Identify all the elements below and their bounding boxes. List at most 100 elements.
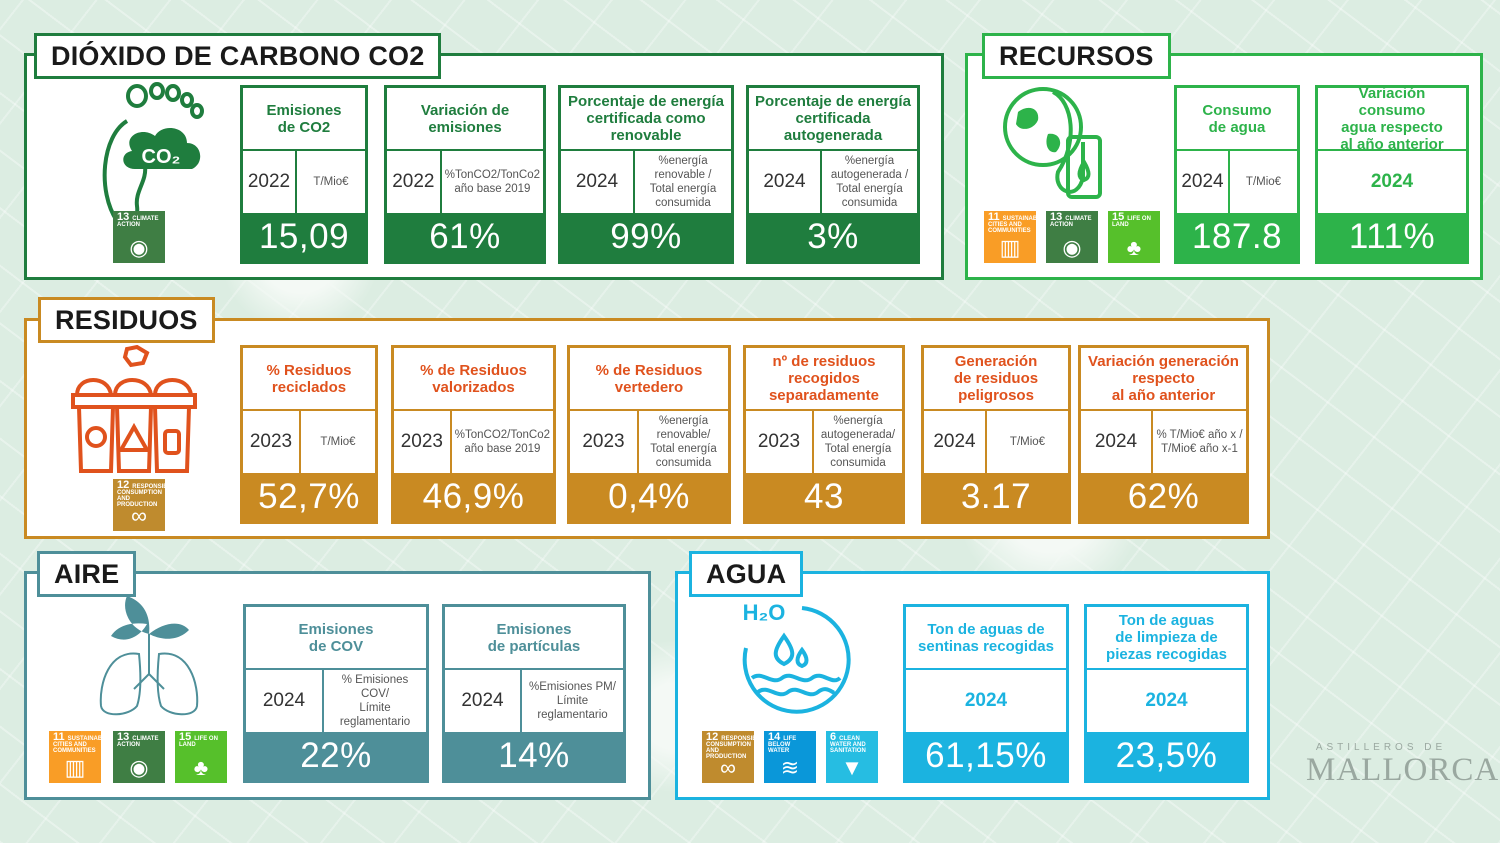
eye-icon: ◉ [1062, 235, 1082, 260]
kpi-title: Porcentaje de energía certificada autoge… [755, 93, 911, 144]
sdg-12-badge: 12 RESPONSIBLE CONSUMPTION AND PRODUCTION… [113, 479, 175, 531]
kpi-year: 2023 [570, 411, 639, 473]
residuos-kpi-card: % Residuos reciclados 2023 T/Mio€ 52,7% [240, 345, 378, 524]
eye-icon: ◉ [129, 755, 149, 780]
kpi-title: % Residuos reciclados [266, 361, 352, 396]
kpi-unit: T/Mio€ [320, 436, 356, 448]
kpi-title: Variación de emisiones [420, 101, 510, 136]
kpi-value: 3.17 [924, 473, 1068, 521]
aire-kpi-card: Emisiones de partículas 2024 %Emisiones PM… [442, 604, 626, 783]
kpi-year: 2024 [749, 151, 822, 213]
kpi-value: 43 [746, 473, 902, 521]
recursos-title: RECURSOS [982, 33, 1171, 79]
recursos-kpi-card: Consumo de agua 2024 T/Mio€ 187.8 [1174, 85, 1300, 264]
kpi-title: Emisiones de COV [298, 620, 374, 655]
kpi-year: 2023 [243, 411, 301, 473]
kpi-title: Ton de aguas de limpieza de piezas recog… [1106, 612, 1227, 663]
kpi-year: 2023 [746, 411, 814, 473]
kpi-unit: %energía autogenerada/ Total energía con… [820, 415, 896, 469]
kpi-year: 2024 [1177, 151, 1230, 213]
kpi-title: nº de residuos recogidos separadamente [768, 353, 880, 404]
kpi-unit: %energía renovable/ Total energía consum… [650, 415, 717, 469]
kpi-year: 2024 [924, 411, 987, 473]
kpi-value: 99% [561, 213, 731, 261]
recycling-bins-icon [71, 345, 197, 473]
agua-kpi-card: Ton de aguas de limpieza de piezas recog… [1084, 604, 1249, 783]
residuos-kpi-card: % de Residuos vertedero 2023 %energía reno… [567, 345, 731, 524]
kpi-unit: %TonCO2/TonCo2 año base 2019 [454, 429, 550, 455]
kpi-unit: % T/Mio€ año x / T/Mio€ año x-1 [1156, 429, 1243, 455]
kpi-title: Consumo de agua [1202, 101, 1272, 136]
sdg-13-badge: 13 CLIMATE ACTION ◉ [113, 211, 165, 263]
kpi-unit: %TonCO2/TonCo2 año base 2019 [444, 169, 540, 195]
city-icon: ▥ [64, 755, 86, 780]
kpi-value: 46,9% [394, 473, 553, 521]
sdg-11-badge: 11 SUSTAINABLE CITIES AND COMMUNITIES ▥ [49, 731, 110, 783]
city-icon: ▥ [999, 235, 1021, 260]
kpi-title: Variación consumo agua respecto al año a… [1340, 84, 1444, 153]
recursos-kpi-card: Variación consumo agua respecto al año a… [1315, 85, 1469, 264]
kpi-value: 61,15% [906, 732, 1066, 780]
footprint-co2-icon: CO₂ [102, 82, 204, 227]
kpi-title: Variación generación respecto al año ant… [1088, 353, 1239, 404]
sdg-13-badge: 13 CLIMATE ACTION ◉ [1046, 211, 1098, 263]
kpi-year: 2024 [246, 670, 324, 732]
sdg-6-badge: 6 CLEAN WATER AND SANITATION ▼ [826, 731, 878, 783]
kpi-unit: %energía autogenerada / Total energía co… [830, 155, 909, 209]
co2-kpi-card: Porcentaje de energía certificada como r… [558, 85, 734, 264]
kpi-unit: T/Mio€ [1009, 436, 1046, 448]
kpi-unit: T/Mio€ [1245, 176, 1282, 188]
company-logo: ASTILLEROS DE MALLORCA [1306, 742, 1500, 788]
kpi-unit: % Emisiones COV/ Límite reglamentario [339, 674, 411, 728]
kpi-value: 62% [1081, 473, 1246, 521]
kpi-year: 2024 [561, 151, 635, 213]
kpi-year: 2024 [1081, 411, 1153, 473]
kpi-value: 187.8 [1177, 213, 1297, 261]
kpi-year: 2024 [964, 690, 1008, 711]
kpi-year: 2022 [387, 151, 442, 213]
kpi-year: 2023 [394, 411, 452, 473]
residuos-kpi-card: % de Residuos valorizados 2023 %TonCO2/Ton… [391, 345, 556, 524]
kpi-title: Emisiones de partículas [487, 620, 581, 655]
h2o-icon-text: H₂O [743, 600, 786, 625]
kpi-value: 15,09 [243, 213, 365, 261]
sdg-13-badge: 13 CLIMATE ACTION ◉ [113, 731, 165, 783]
sdg-15-badge: 15 LIFE ON LAND ♣ [175, 731, 227, 783]
aire-kpi-card: Emisiones de COV 2024 % Emisiones COV/ Lím… [243, 604, 429, 783]
kpi-title: % de Residuos vertedero [595, 361, 703, 396]
infinity-icon: ∞ [131, 503, 147, 528]
co2-kpi-card: Porcentaje de energía certificada autoge… [746, 85, 920, 264]
water-drop-icon: ▼ [841, 755, 863, 780]
sdg-11-badge: 11 SUSTAINABLE CITIES AND COMMUNITIES ▥ [984, 211, 1045, 263]
kpi-value: 22% [246, 732, 426, 780]
kpi-value: 23,5% [1087, 732, 1246, 780]
fish-icon: ≋ [780, 755, 800, 780]
kpi-unit: %Emisiones PM/ Límite reglamentario [529, 681, 616, 721]
tree-icon: ♣ [1126, 235, 1142, 260]
kpi-unit: T/Mio€ [313, 176, 349, 188]
kpi-title: % de Residuos valorizados [420, 361, 527, 396]
residuos-kpi-card: Generación de residuos peligrosos 2024 T/M… [921, 345, 1071, 524]
eye-icon: ◉ [129, 235, 149, 260]
co2-icon-text: CO₂ [142, 146, 181, 168]
sdg-14-badge: 14 LIFE BELOW WATER ≋ [764, 731, 816, 783]
kpi-value: 14% [445, 732, 623, 780]
aire-title: AIRE [37, 551, 137, 597]
kpi-title: Porcentaje de energía certificada como r… [568, 93, 724, 144]
kpi-title: Generación de residuos peligrosos [953, 353, 1039, 404]
kpi-title: Emisiones de CO2 [266, 101, 342, 136]
kpi-unit: %energía renovable / Total energía consu… [649, 155, 717, 209]
residuos-kpi-card: Variación generación respecto al año ant… [1078, 345, 1249, 524]
kpi-value: 111% [1318, 213, 1466, 261]
co2-kpi-card: Variación de emisiones 2022 %TonCO2/TonCo2… [384, 85, 546, 264]
residuos-title: RESIDUOS [38, 297, 215, 343]
kpi-value: 61% [387, 213, 543, 261]
kpi-value: 0,4% [570, 473, 728, 521]
kpi-title: Ton de aguas de sentinas recogidas [918, 620, 1054, 655]
co2-kpi-card: Emisiones de CO2 2022 T/Mio€ 15,09 [240, 85, 368, 264]
infinity-icon: ∞ [720, 755, 736, 780]
kpi-year: 2024 [1370, 171, 1414, 192]
sdg-12-badge: 12 RESPONSIBLE CONSUMPTION AND PRODUCTION… [702, 731, 764, 783]
kpi-year: 2024 [445, 670, 522, 732]
tree-icon: ♣ [193, 755, 209, 780]
